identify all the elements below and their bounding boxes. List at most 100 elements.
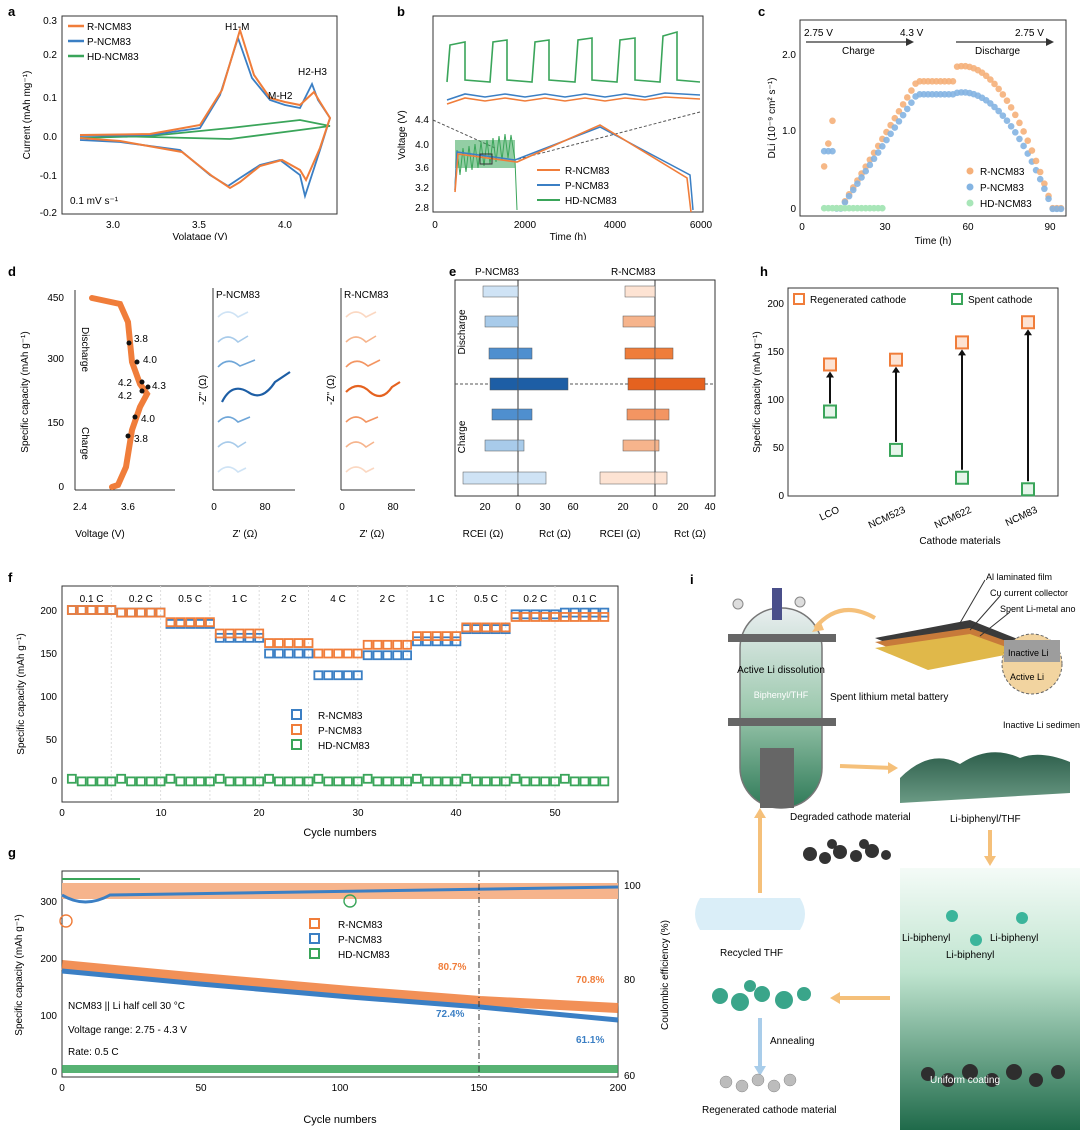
eis-p-curve	[217, 466, 247, 473]
xtick-b-3: 6000	[690, 220, 713, 231]
regenerated-particles	[719, 1073, 797, 1093]
point-p	[293, 638, 304, 648]
d-point-label: 4.0	[143, 355, 157, 366]
rate-label: 0.5 C	[474, 594, 498, 605]
ytick-f-0: 200	[40, 606, 57, 617]
point-p	[392, 639, 403, 650]
e-xtick: 20	[617, 502, 629, 513]
panel-label-c: c	[758, 4, 765, 19]
point-r	[431, 636, 442, 647]
d-point	[125, 433, 131, 439]
point-r	[96, 605, 107, 615]
xlabel-c: Time (h)	[915, 236, 952, 247]
e-bar	[654, 408, 670, 421]
point-hd	[530, 776, 541, 787]
point-hd	[362, 773, 373, 784]
point-hd	[579, 776, 590, 787]
f-points	[66, 605, 610, 787]
point-p	[76, 605, 87, 615]
point-p	[891, 124, 899, 131]
arrow-head	[1024, 329, 1032, 336]
e-bar	[489, 377, 519, 391]
g-cap-blue	[61, 968, 619, 1023]
point-p	[887, 130, 894, 138]
point-hd	[175, 776, 186, 787]
y2label-g: Coulombic efficiency (%)	[660, 920, 671, 1030]
xtick-d-0: 2.4	[73, 502, 87, 513]
arrow-head	[958, 349, 966, 356]
legend-marker-r	[309, 918, 320, 929]
ytick-b-1: 4.0	[415, 140, 429, 151]
point-p	[471, 622, 482, 633]
point-hd	[116, 773, 127, 784]
point-hd	[283, 776, 294, 787]
point-p	[303, 638, 314, 648]
b-zoom-line-2	[514, 111, 701, 161]
particle	[921, 1067, 935, 1081]
li-biphenyl-sphere	[970, 934, 982, 946]
point-p	[1003, 117, 1011, 125]
regen-point	[889, 352, 903, 367]
point-r	[1024, 137, 1032, 144]
point-hd	[352, 776, 363, 787]
point-hd	[589, 776, 600, 787]
spent-point	[955, 470, 969, 485]
legend-c: R-NCM83 P-NCM83 HD-NCM83	[966, 167, 1032, 210]
panel-label-i: i	[690, 572, 694, 587]
point-p	[999, 112, 1007, 119]
particle	[850, 850, 862, 862]
point-r	[995, 85, 1002, 93]
point-r	[303, 648, 314, 659]
point-p	[866, 161, 874, 169]
x-ticks-d: 2.4 3.6	[73, 502, 135, 513]
reactor-lid	[728, 634, 836, 642]
point-p	[530, 612, 541, 622]
li-biphenyl-sphere	[1016, 912, 1028, 924]
point-p	[283, 638, 294, 648]
point-p	[895, 118, 903, 125]
xtick-h-0: LCO	[818, 505, 841, 524]
point-hd	[274, 776, 284, 787]
ytick-d-3: 0	[58, 482, 64, 493]
g-info-1: NCM83 || Li half cell 30 °C	[68, 1001, 185, 1012]
xtick-b-1: 2000	[514, 220, 537, 231]
e-bar	[624, 285, 656, 298]
particle	[783, 1073, 797, 1087]
point-r	[283, 648, 294, 659]
legend-label-r: R-NCM83	[87, 22, 132, 33]
point-r	[441, 636, 452, 647]
particle	[712, 988, 728, 1004]
d-point	[145, 384, 151, 390]
e-xtick: 20	[479, 502, 491, 513]
ylabel-g: Specific capacity (mAh g⁻¹)	[14, 914, 25, 1035]
panel-label-b: b	[397, 4, 405, 19]
point-p	[165, 617, 176, 628]
b-zoom-box	[479, 153, 493, 165]
xtick-f-2: 20	[253, 808, 265, 819]
legend-label-hd: HD-NCM83	[87, 52, 139, 63]
battery-zoom-inactive	[1004, 640, 1060, 662]
e-bar	[626, 408, 656, 421]
point-p	[559, 612, 570, 622]
particle	[827, 839, 837, 849]
point-hd	[293, 776, 304, 787]
label-degraded: Degraded cathode material	[790, 812, 911, 823]
point-r	[820, 163, 828, 170]
e-bar	[599, 471, 656, 485]
point-r	[145, 607, 156, 618]
d-curve	[89, 295, 151, 490]
panel-label-g: g	[8, 845, 16, 860]
e-bar	[517, 439, 525, 452]
particle	[731, 993, 749, 1011]
legend-dot-hd	[966, 199, 974, 207]
particle	[941, 1073, 955, 1087]
point-r	[116, 607, 127, 618]
label-battery: Spent lithium metal battery	[830, 692, 948, 703]
e-xtick: 60	[567, 502, 579, 513]
particle	[775, 991, 793, 1009]
point-p	[421, 631, 432, 641]
label-lb1: Li-biphenyl	[902, 933, 950, 944]
legend-label-p: P-NCM83	[338, 935, 382, 946]
point-p	[862, 167, 870, 175]
rate-label: 1 C	[429, 594, 445, 605]
